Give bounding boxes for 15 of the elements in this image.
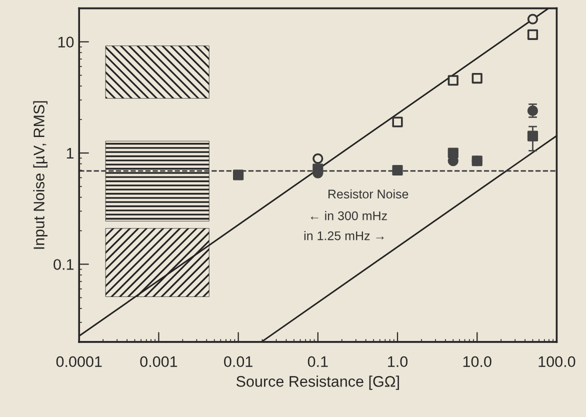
annotation: ← in 300 mHz (310, 211, 387, 220)
annotation: Resistor Noise (328, 189, 408, 199)
annotation: in 1.25 mHz → (304, 231, 384, 240)
x-tick-label: 100.0 (538, 356, 576, 368)
x-tick-label: 0.1 (308, 356, 328, 368)
x-tick-label: 10.0 (463, 356, 492, 368)
x-tick-label: 0.0001 (56, 356, 102, 368)
y-tick-label: 1 (66, 148, 74, 159)
y-tick-label: 0.1 (54, 259, 74, 270)
y-axis-title: Input Noise [µV, RMS] (33, 101, 48, 249)
x-tick-label: 1.0 (388, 356, 408, 368)
x-axis-title: Source Resistance [GΩ] (236, 376, 399, 390)
x-tick-label: 0.001 (140, 356, 178, 368)
y-tick-label: 10 (58, 36, 74, 48)
x-tick-label: 0.01 (224, 356, 252, 368)
